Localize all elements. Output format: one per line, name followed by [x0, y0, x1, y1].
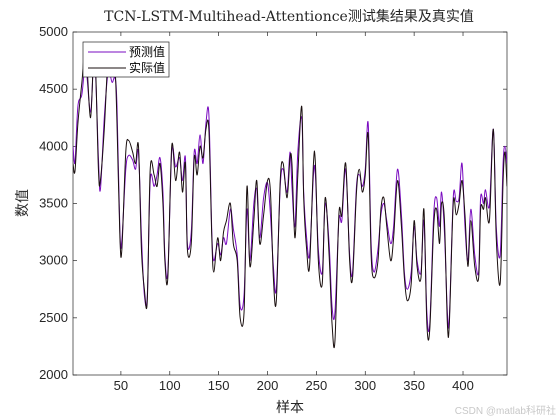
- watermark: CSDN @matlab科研社: [455, 404, 556, 417]
- x-tick-label: 400: [452, 378, 474, 393]
- x-axis: 50 100 150 200 250 300 350 400: [114, 32, 474, 393]
- x-tick-label: 350: [403, 378, 425, 393]
- y-axis: 2000 2500 3000 3500 4000 4500 5000: [39, 24, 507, 382]
- y-tick-label: 2500: [39, 310, 68, 325]
- x-axis-label: 样本: [276, 400, 304, 416]
- y-tick-label: 3000: [39, 253, 68, 268]
- x-tick-label: 100: [159, 378, 181, 393]
- x-tick-label: 150: [208, 378, 230, 393]
- y-tick-label: 4000: [39, 138, 68, 153]
- y-axis-label: 数值: [15, 189, 31, 217]
- series-layer: [73, 41, 507, 349]
- legend-box: [82, 41, 170, 78]
- legend: 预测值 实际值: [82, 41, 170, 78]
- x-tick-label: 200: [257, 378, 279, 393]
- legend-label-actual: 实际值: [129, 60, 165, 75]
- y-tick-label: 5000: [39, 24, 68, 39]
- y-tick-label: 3500: [39, 196, 68, 211]
- legend-label-predicted: 预测值: [129, 44, 165, 59]
- x-tick-label: 250: [306, 378, 328, 393]
- chart-title: TCN-LSTM-Multihead-Attentionce测试集结果及真实值: [104, 8, 474, 25]
- x-tick-label: 50: [114, 378, 128, 393]
- x-tick-label: 300: [354, 378, 376, 393]
- y-tick-label: 4500: [39, 81, 68, 96]
- y-tick-label: 2000: [39, 367, 68, 382]
- series-line-actual: [73, 41, 507, 349]
